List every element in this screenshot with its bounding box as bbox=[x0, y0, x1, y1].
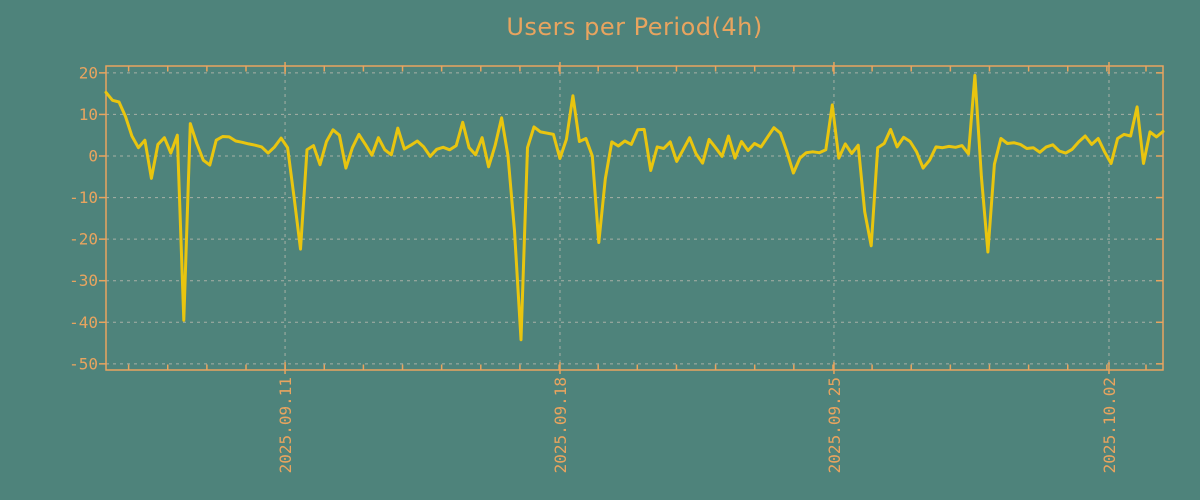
y-tick-label: -50 bbox=[69, 354, 98, 373]
plot-border bbox=[105, 65, 1164, 371]
gridlines bbox=[106, 66, 1163, 370]
axis-labels: 20 10 0 -10 -20 -30 -40 -50 2025.09.11 2025.09.18… bbox=[69, 63, 1119, 473]
axes bbox=[99, 62, 1164, 374]
y-tick-label: 10 bbox=[79, 105, 98, 124]
y-tick-label: -30 bbox=[69, 271, 98, 290]
y-tick-label: -20 bbox=[69, 230, 98, 249]
y-tick-label: -10 bbox=[69, 188, 98, 207]
y-tick-label: -40 bbox=[69, 313, 98, 332]
x-tick-label: 2025.09.11 bbox=[276, 377, 295, 473]
x-tick-label: 2025.09.18 bbox=[551, 377, 570, 473]
y-tick-label: 20 bbox=[79, 63, 98, 82]
data-line bbox=[104, 73, 1165, 342]
y-tick-label: 0 bbox=[88, 147, 98, 166]
chart-title: Users per Period(4h) bbox=[506, 13, 763, 41]
x-tick-label: 2025.09.25 bbox=[825, 377, 844, 473]
x-tick-label: 2025.10.02 bbox=[1100, 377, 1119, 473]
